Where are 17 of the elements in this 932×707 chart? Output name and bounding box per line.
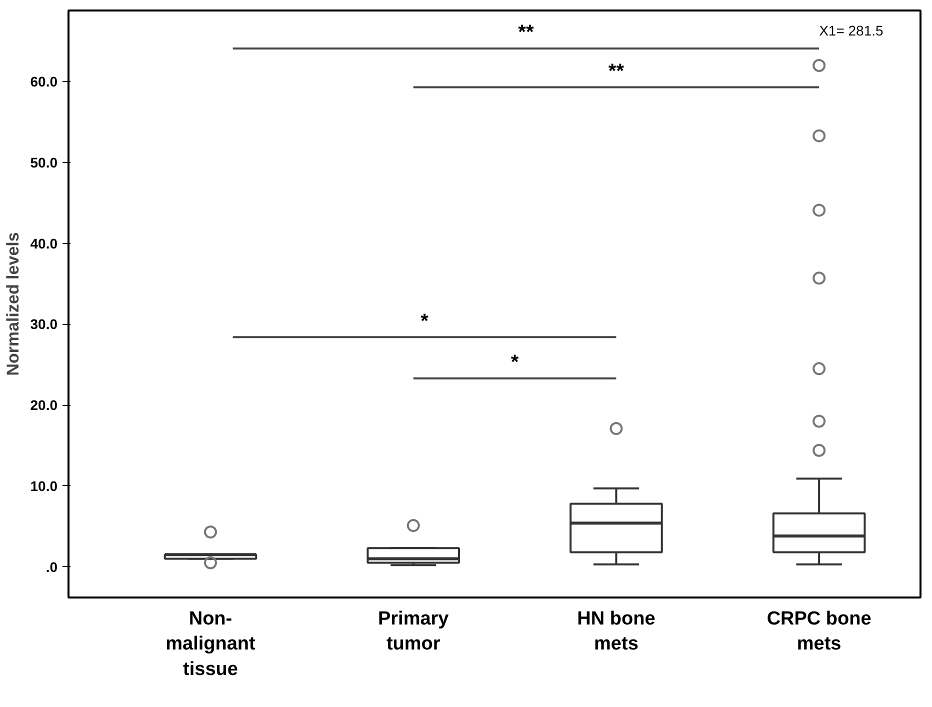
x-tick-label: CRPC bone mets	[766, 608, 872, 655]
annotation: X1= 281.5	[819, 22, 884, 39]
annotation: *	[420, 310, 429, 332]
x-tick-label: Primary tumor	[378, 608, 450, 655]
annotation: *	[510, 352, 519, 374]
y-tick-label: 30.0	[30, 316, 58, 332]
y-tick-label: .0	[46, 558, 58, 575]
x-tick-label: HN bone mets	[577, 608, 656, 655]
y-tick-label: 40.0	[30, 235, 58, 252]
y-tick-label: 20.0	[30, 397, 58, 414]
y-tick-label: 60.0	[30, 74, 58, 90]
x-tick-label: Non- malignant tissue	[166, 608, 256, 680]
y-tick-label: 50.0	[30, 154, 58, 171]
annotation: **	[518, 22, 534, 44]
y-tick-label: 10.0	[30, 478, 58, 494]
annotation: **	[608, 60, 624, 82]
y-axis-title: Normalized levels	[3, 232, 22, 376]
